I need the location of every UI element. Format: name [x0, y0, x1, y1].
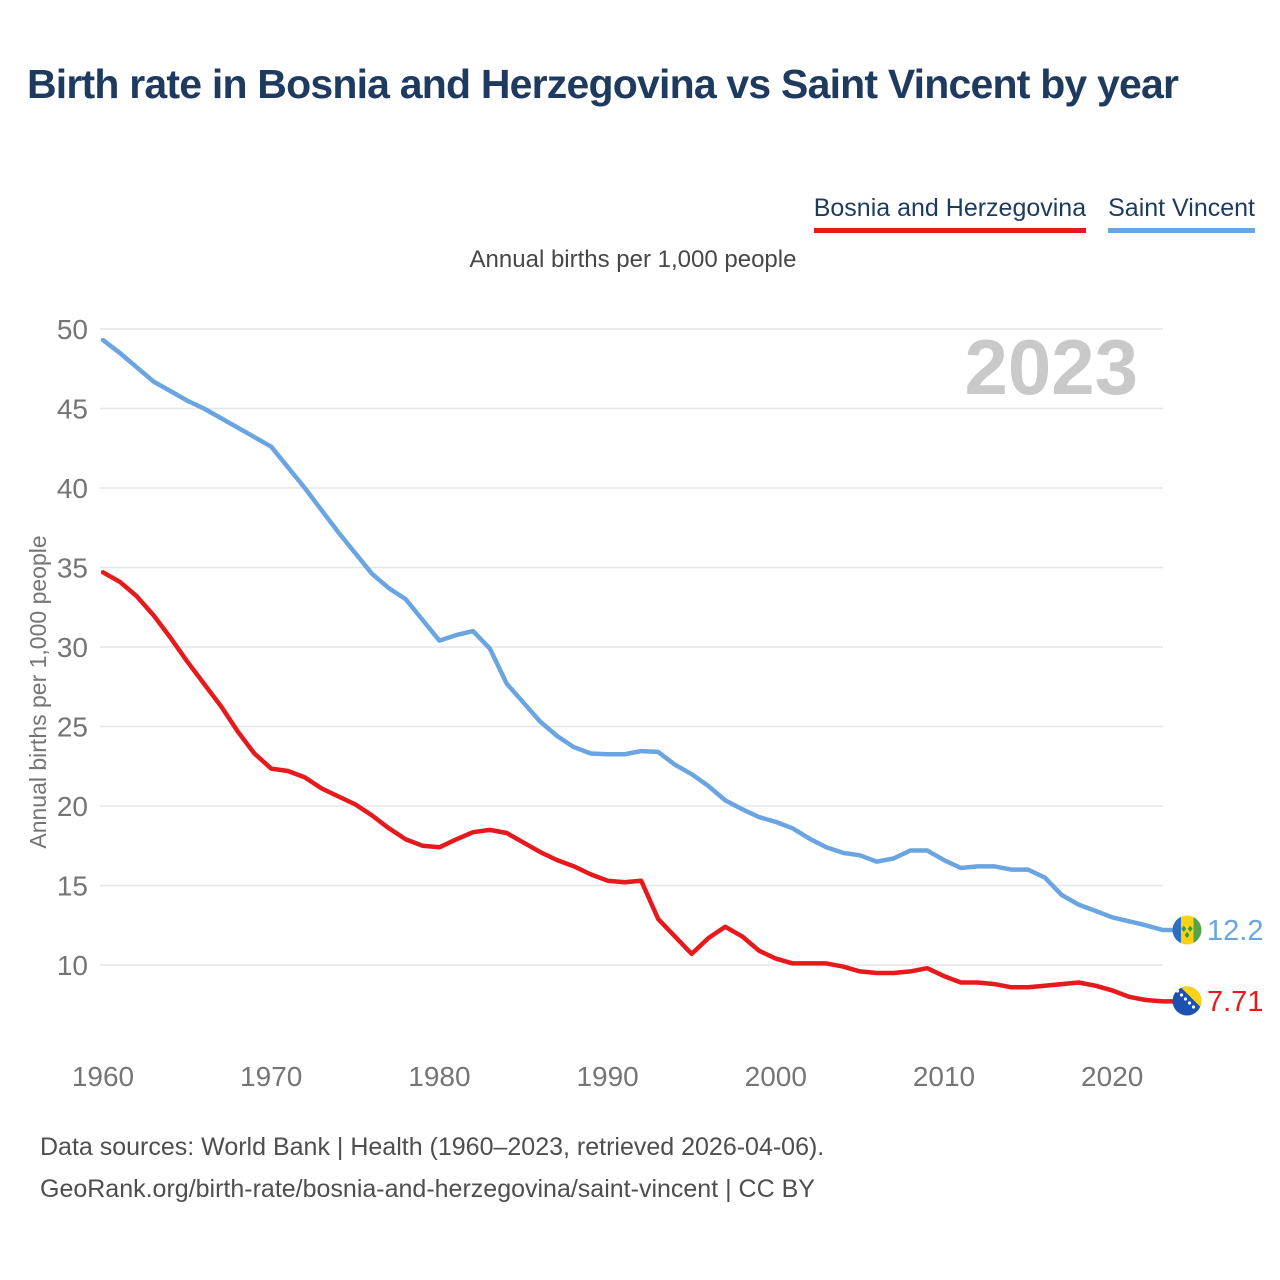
y-tick-label: 45: [57, 394, 88, 425]
chart-subtitle: Annual births per 1,000 people: [469, 246, 797, 273]
y-tick-label: 10: [57, 950, 88, 981]
y-tick-label: 40: [57, 473, 88, 504]
saint-vincent-end-value: 12.2: [1207, 915, 1263, 947]
x-tick-label: 1970: [240, 1061, 302, 1092]
bosnia-and-herzegovina-flag-icon: [1172, 986, 1202, 1016]
y-tick-label: 15: [57, 871, 88, 902]
x-tick-label: 1960: [72, 1061, 134, 1092]
x-tick-label: 1990: [576, 1061, 638, 1092]
x-tick-label: 2010: [913, 1061, 975, 1092]
saint-vincent-flag-icon: [1172, 915, 1202, 945]
footer-data-sources: Data sources: World Bank | Health (1960–…: [40, 1133, 825, 1161]
plot-area: 10 15 20 25 30 35 40 45 50 1960 1970 1980 1990 2000 20…: [57, 314, 1176, 1092]
footer: Data sources: World Bank | Health (1960–…: [40, 1126, 824, 1210]
x-tick-label: 2020: [1081, 1061, 1143, 1092]
y-axis-title: Annual births per 1,000 people: [25, 535, 51, 848]
y-tick-label: 50: [57, 314, 88, 345]
series-line-bosnia-and-herzegovina: [100, 570, 1176, 1004]
legend: Bosnia and Herzegovina Saint Vincent: [813, 194, 1255, 233]
legend-item-bosnia-and-herzegovina[interactable]: Bosnia and Herzegovina: [813, 194, 1087, 233]
y-tick-label: 35: [57, 553, 88, 584]
y-tick-label: 25: [57, 712, 88, 743]
page-title: Birth rate in Bosnia and Herzegovina vs …: [27, 61, 1179, 107]
series-line-saint-vincent: [100, 337, 1176, 933]
legend-item-saint-vincent[interactable]: Saint Vincent: [1108, 194, 1255, 233]
footer-url[interactable]: GeoRank.org/birth-rate/bosnia-and-herzeg…: [40, 1175, 815, 1203]
y-tick-label: 20: [57, 791, 88, 822]
y-tick-label: 30: [57, 632, 88, 663]
x-tick-label: 2000: [745, 1061, 807, 1092]
bosnia-end-value: 7.71: [1207, 986, 1263, 1018]
x-tick-label: 1980: [408, 1061, 470, 1092]
watermark-year: 2023: [964, 323, 1138, 411]
